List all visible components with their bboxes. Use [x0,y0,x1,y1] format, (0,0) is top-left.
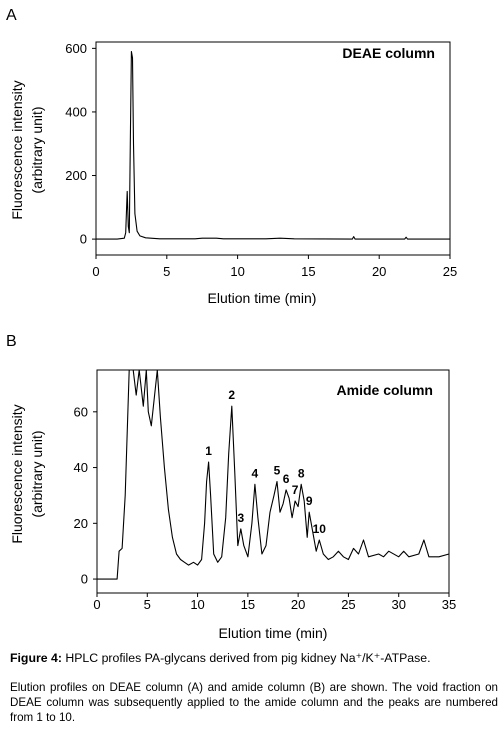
caption-figure-label: Figure 4: [10,651,62,665]
panel-b-peak-label-4: 4 [252,466,259,480]
panel-b-peak-label-6: 6 [283,472,290,486]
panel-a-x-tick-label: 10 [230,264,244,279]
panel-a-y-tick-label: 400 [65,104,87,119]
panel-b-label: B [6,333,17,350]
panel-a-chromatogram-trace [96,50,450,240]
panel-b-x-tick-label: 20 [291,597,305,612]
panel-b-chart: B Amide column Fluorescence intensity (a… [6,333,456,641]
panel-b-y-tick-label: 0 [81,572,88,587]
panel-b-x-axis-label: Elution time (min) [219,625,328,641]
panel-a-x-tick-label: 15 [301,264,315,279]
panel-a-y-axis-label-line1: Fluorescence intensity [9,80,25,219]
panel-b-y-tick-label: 20 [74,516,88,531]
panel-a-label: A [6,7,17,24]
panel-b-x-tick-label: 10 [190,597,204,612]
caption-body: Elution profiles on DEAE column (A) and … [10,681,498,724]
panel-a-chart: A DEAE column Fluorescence intensity (ar… [6,7,457,306]
panel-b-peak-label-9: 9 [306,494,313,508]
panel-a-y-axis-label-line2: (arbitrary unit) [29,106,45,193]
panel-b-peak-label-1: 1 [205,444,212,458]
panel-a-plot-frame [95,41,451,256]
panel-b-peak-label-7: 7 [292,483,299,497]
panel-b-y-axis-label-line1: Fluorescence intensity [9,404,25,543]
panel-b-x-tick-label: 30 [391,597,405,612]
panel-b-peak-label-8: 8 [298,466,305,480]
panel-a-x-tick-label: 5 [163,264,170,279]
panel-b-x-tick-label: 5 [144,597,151,612]
panel-a-x-tick-label: 0 [92,264,99,279]
panel-b-peak-label-5: 5 [274,464,281,478]
panel-b-title: Amide column [337,382,433,398]
panel-a-x-tick-label: 25 [443,264,457,279]
panel-a-y-tick-label: 200 [65,168,87,183]
panel-b-chromatogram-trace [97,369,450,580]
panel-a-y-tick-label: 0 [80,232,87,247]
panel-a-x-tick-label: 20 [372,264,386,279]
panel-b-x-tick-label: 15 [241,597,255,612]
panel-b-peak-label-2: 2 [228,388,235,402]
panel-b-peak-label-10: 10 [313,522,327,536]
panel-b-y-tick-label: 60 [74,404,88,419]
panel-a-y-tick-label: 600 [65,41,87,56]
figure-charts: A DEAE column Fluorescence intensity (ar… [6,7,457,641]
panel-b-plot-frame [96,369,450,594]
panel-b-x-tick-label: 0 [93,597,100,612]
panel-b-x-tick-label: 25 [341,597,355,612]
panel-b-peak-label-3: 3 [237,511,244,525]
panel-b-y-tick-label: 40 [74,460,88,475]
panel-b-x-tick-label: 35 [442,597,456,612]
panel-a-title: DEAE column [342,45,435,61]
panel-a-x-axis-label: Elution time (min) [208,290,317,306]
caption-title: Figure 4: HPLC profiles PA-glycans deriv… [10,650,500,666]
caption-figure-title: HPLC profiles PA-glycans derived from pi… [61,651,431,665]
panel-b-y-axis-label-line2: (arbitrary unit) [29,430,45,517]
